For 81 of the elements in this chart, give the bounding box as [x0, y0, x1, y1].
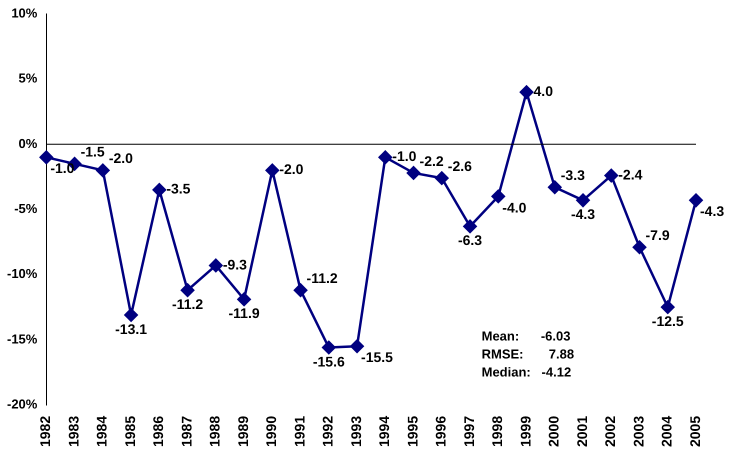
point: [378, 150, 392, 164]
point: [294, 283, 308, 297]
point: [406, 166, 420, 180]
data-label: -1.5: [80, 144, 105, 160]
y-tick-label: -5%: [14, 201, 38, 216]
x-tick-label: 1991: [291, 416, 308, 448]
annotation: Median: -4.12: [482, 364, 572, 380]
x-tick-label: 1996: [432, 416, 449, 448]
x-tick-label: 1998: [489, 416, 506, 448]
data-label: -2.2: [420, 152, 444, 169]
x-tick-label: 1986: [150, 416, 166, 448]
x-tick-label: 1999: [517, 416, 534, 448]
x-tick-label: 1997: [460, 416, 477, 448]
data-label: -3.5: [166, 180, 191, 197]
point: [632, 240, 646, 254]
point: [124, 308, 138, 322]
point: [237, 292, 251, 306]
x-tick-label: 1984: [94, 416, 110, 448]
data-label: -15.5: [361, 349, 394, 366]
x-tick-label: 1988: [206, 416, 223, 448]
x-tick-label: 1987: [178, 416, 194, 448]
x-tick-label: 1994: [376, 416, 392, 448]
x-tick-label: 1993: [348, 416, 364, 448]
point: [520, 85, 534, 99]
data-label: 4.0: [534, 83, 554, 100]
x-tick-label: 1982: [37, 416, 54, 448]
point: [435, 171, 449, 185]
x-tick-label: 1992: [320, 416, 336, 448]
data-label: -2.0: [279, 161, 304, 178]
x-tick-label: 2005: [686, 416, 703, 448]
point: [689, 194, 703, 208]
x-tick-label: 1989: [234, 416, 251, 448]
data-label: -1.0: [50, 160, 75, 176]
point: [548, 180, 562, 194]
x-tick-label: 1983: [65, 416, 82, 448]
x-tick-label: 2001: [574, 416, 590, 448]
y-tick-label: 10%: [11, 6, 38, 21]
annotation: Mean: -6.03: [482, 328, 570, 344]
point: [96, 164, 110, 178]
x-tick-label: 1985: [122, 416, 138, 448]
data-label: -11.2: [306, 270, 338, 286]
x-tick-label: 2003: [630, 416, 646, 448]
data-label: -12.5: [652, 313, 684, 329]
data-label: -15.6: [312, 353, 345, 370]
point: [492, 190, 506, 204]
data-label: -13.1: [115, 320, 148, 337]
x-tick-label: 1995: [404, 416, 420, 448]
y-tick-label: -20%: [6, 396, 38, 412]
data-label: -6.3: [458, 232, 482, 248]
point: [40, 150, 54, 164]
x-tick-label: 1990: [263, 416, 280, 448]
point: [209, 258, 223, 272]
x-tick-label: 2002: [602, 416, 618, 448]
y-tick-label: -15%: [6, 331, 38, 346]
point: [350, 339, 364, 353]
data-label: -2.0: [108, 150, 134, 166]
point: [576, 194, 590, 208]
data-label: -2.4: [618, 166, 643, 182]
data-label: -3.3: [560, 167, 586, 184]
y-tick-label: 5%: [18, 70, 38, 86]
data-label: -4.0: [502, 199, 527, 216]
point: [604, 168, 618, 182]
data-label: -9.3: [222, 256, 248, 272]
data-label: -4.3: [570, 206, 596, 222]
point: [266, 164, 280, 178]
point: [661, 300, 675, 314]
data-label: -4.3: [700, 203, 724, 220]
data-label: -7.9: [646, 227, 670, 244]
y-tick-label: -10%: [6, 266, 38, 282]
data-label: -2.6: [448, 158, 472, 174]
point: [463, 220, 477, 234]
y-tick-label: 0%: [18, 136, 38, 151]
annotation: RMSE: 7.88: [482, 346, 574, 362]
data-label: -11.9: [228, 305, 260, 322]
data-label: -11.2: [172, 296, 204, 312]
x-tick-label: 2000: [546, 416, 562, 448]
x-tick-label: 2004: [658, 416, 675, 448]
point: [180, 283, 194, 297]
point: [322, 340, 336, 354]
data-label: -1.0: [392, 148, 417, 164]
point: [152, 183, 166, 197]
